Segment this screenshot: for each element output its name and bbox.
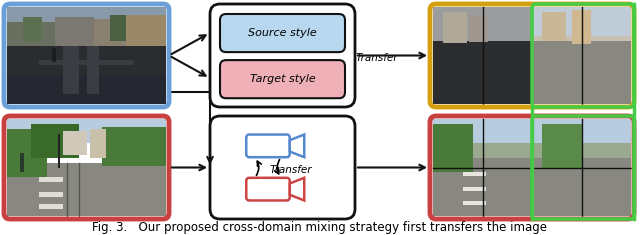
Bar: [39, 60, 134, 65]
Bar: [39, 204, 63, 209]
Bar: [110, 15, 126, 41]
Polygon shape: [290, 135, 304, 157]
Bar: [54, 17, 95, 46]
Bar: [7, 75, 166, 104]
Bar: [463, 172, 486, 176]
Bar: [468, 15, 488, 42]
Bar: [542, 124, 582, 168]
Bar: [126, 15, 166, 46]
Bar: [532, 7, 631, 36]
Bar: [23, 17, 42, 41]
Polygon shape: [290, 178, 304, 200]
Bar: [63, 46, 79, 94]
Text: Transfer: Transfer: [356, 53, 398, 63]
Bar: [532, 41, 631, 104]
Bar: [90, 129, 106, 158]
Bar: [532, 7, 631, 104]
Bar: [433, 7, 532, 104]
Bar: [433, 119, 631, 143]
FancyBboxPatch shape: [246, 178, 290, 200]
Bar: [433, 7, 532, 41]
Text: Fig. 3.   Our proposed cross-domain mixing strategy first transfers the image: Fig. 3. Our proposed cross-domain mixing…: [93, 222, 547, 235]
Text: Transfer: Transfer: [269, 164, 312, 175]
Bar: [463, 187, 486, 191]
Bar: [7, 22, 54, 46]
Bar: [433, 41, 532, 104]
Bar: [443, 12, 467, 43]
Bar: [542, 12, 566, 41]
Bar: [433, 124, 472, 172]
Bar: [7, 163, 166, 216]
Bar: [463, 201, 486, 205]
FancyBboxPatch shape: [220, 14, 345, 52]
Bar: [39, 177, 63, 182]
Bar: [58, 133, 60, 168]
Text: Source style: Source style: [248, 28, 317, 38]
Bar: [433, 119, 631, 216]
Bar: [433, 158, 631, 216]
FancyBboxPatch shape: [210, 4, 355, 107]
Bar: [39, 192, 63, 197]
Bar: [95, 19, 126, 46]
FancyBboxPatch shape: [220, 60, 345, 98]
FancyBboxPatch shape: [246, 135, 290, 157]
Bar: [102, 127, 166, 166]
Bar: [572, 10, 591, 44]
Bar: [86, 46, 99, 94]
Bar: [7, 119, 166, 143]
Bar: [20, 153, 24, 172]
Bar: [31, 124, 79, 158]
Text: Target style: Target style: [250, 74, 316, 84]
Bar: [7, 41, 166, 104]
Bar: [63, 131, 86, 155]
Bar: [7, 7, 166, 36]
Bar: [7, 129, 47, 177]
FancyBboxPatch shape: [210, 116, 355, 219]
Bar: [52, 48, 56, 62]
